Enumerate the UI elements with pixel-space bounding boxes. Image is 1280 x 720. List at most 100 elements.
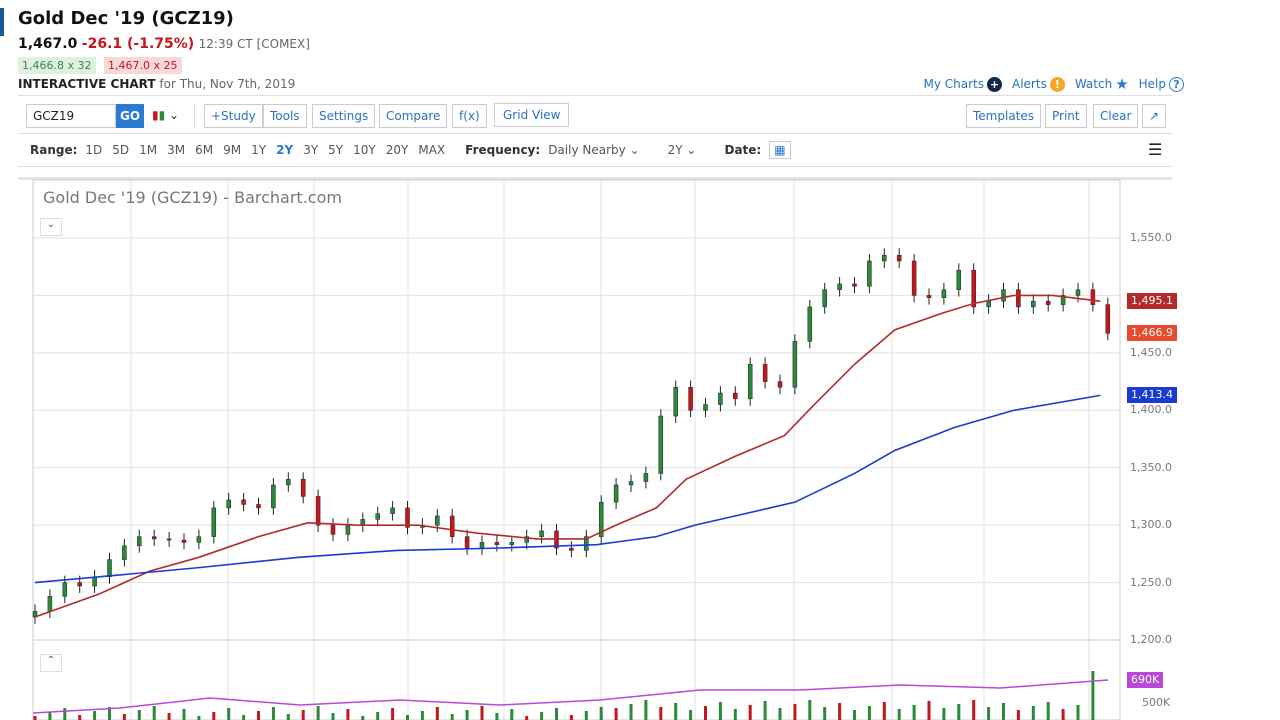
candle: [539, 530, 544, 537]
menu-icon[interactable]: ☰: [1148, 140, 1163, 159]
candle: [688, 387, 693, 411]
range-3y[interactable]: 3Y: [303, 143, 319, 157]
volume-bar: [435, 707, 439, 720]
range-9m[interactable]: 9M: [223, 143, 242, 157]
collapse-chevron-icon[interactable]: ⌄: [40, 218, 62, 236]
candle: [956, 269, 962, 290]
volume-bar: [93, 711, 97, 720]
candle: [1105, 304, 1111, 334]
volume-bar: [1061, 709, 1065, 720]
volume-bar: [271, 707, 275, 720]
volume-bar: [376, 712, 380, 720]
candle: [509, 542, 515, 545]
ma-50-line: [34, 294, 1101, 618]
candle: [598, 501, 604, 537]
accent-bar: [0, 8, 4, 36]
range-5d[interactable]: 5D: [112, 143, 130, 157]
volume-bar: [346, 709, 350, 720]
frequency-dropdown[interactable]: Daily Nearby ⌄: [548, 143, 639, 157]
help-link[interactable]: Help?: [1139, 76, 1184, 92]
range-6m[interactable]: 6M: [195, 143, 214, 157]
volume-bar: [361, 716, 365, 720]
candle: [658, 415, 664, 474]
volume-bar: [882, 702, 886, 720]
clear-button[interactable]: Clear: [1093, 104, 1139, 128]
star-icon: ★: [1115, 75, 1129, 93]
price-change: -26.1 (-1.75%): [81, 36, 195, 52]
calendar-icon[interactable]: ▦: [769, 141, 791, 159]
fx-button[interactable]: f(x): [452, 104, 487, 128]
volume-bar: [63, 708, 67, 720]
period-dropdown[interactable]: 2Y ⌄: [668, 143, 697, 157]
volume-bar: [942, 708, 946, 720]
my-charts-link[interactable]: My Charts +: [924, 76, 1002, 92]
symbol-input[interactable]: GCZ19: [26, 104, 116, 128]
volume-bar: [406, 715, 409, 720]
date-label: Date:: [724, 143, 762, 157]
volume-bar: [286, 714, 290, 720]
volume-bar: [182, 709, 186, 720]
volume-bar: [420, 711, 424, 720]
plus-icon: +: [987, 76, 1002, 92]
candle: [77, 582, 82, 587]
candle: [464, 536, 470, 549]
study-button[interactable]: +Study: [204, 104, 263, 128]
range-3m[interactable]: 3M: [167, 143, 186, 157]
range-10y[interactable]: 10Y: [353, 143, 376, 157]
last-price: 1,467.0: [18, 36, 78, 52]
expand-button[interactable]: ↗: [1142, 104, 1167, 128]
range-1y[interactable]: 1Y: [251, 143, 267, 157]
volume-bar: [599, 707, 603, 720]
watch-link[interactable]: Watch ★: [1075, 75, 1129, 93]
templates-button[interactable]: Templates: [966, 104, 1042, 128]
candle: [747, 364, 753, 400]
compare-button[interactable]: Compare: [379, 104, 448, 128]
volume-bar: [152, 706, 156, 720]
range-max[interactable]: MAX: [418, 143, 446, 157]
candle: [330, 524, 336, 535]
candle: [211, 507, 217, 537]
volume-bar: [242, 715, 246, 720]
range-1d[interactable]: 1D: [85, 143, 103, 157]
price-tag-ma-blue: 1,413.4: [1127, 386, 1177, 403]
grid-view-button[interactable]: Grid View: [494, 103, 570, 127]
candle: [1031, 300, 1036, 308]
volume-bar: [629, 704, 633, 720]
tools-button[interactable]: Tools: [263, 104, 307, 128]
volume-bar: [227, 708, 231, 720]
candle: [986, 300, 991, 308]
volume-bar: [450, 714, 454, 720]
candle: [703, 404, 708, 411]
volume-bar: [78, 715, 82, 720]
chart-type-dropdown[interactable]: ▮▮ ⌄: [152, 108, 180, 122]
frequency-label: Frequency:: [465, 143, 541, 157]
range-5y[interactable]: 5Y: [328, 143, 344, 157]
expand-chevron-icon[interactable]: ⌃: [40, 654, 62, 672]
y-tick-label: 1,250.0: [1130, 575, 1172, 589]
candle: [837, 283, 842, 290]
top-links: My Charts + Alerts! Watch ★ Help?: [924, 75, 1184, 93]
volume-bar: [674, 703, 678, 720]
volume-bar: [510, 709, 514, 720]
candle: [107, 559, 112, 578]
go-button[interactable]: GO: [116, 104, 144, 128]
range-2y[interactable]: 2Y: [276, 143, 294, 157]
volume-bar: [540, 712, 544, 720]
settings-button[interactable]: Settings: [312, 104, 376, 128]
chevron-down-icon: ⌄: [686, 143, 697, 157]
volume-bar: [659, 707, 663, 720]
candle: [941, 289, 947, 298]
range-20y[interactable]: 20Y: [385, 143, 409, 157]
volume-bar: [465, 710, 469, 720]
candle: [762, 364, 768, 382]
candle: [360, 519, 366, 526]
divider: [194, 104, 195, 128]
range-1m[interactable]: 1M: [139, 143, 158, 157]
volume-bar: [838, 703, 842, 720]
y-tick-label: 1,200.0: [1130, 633, 1172, 646]
print-button[interactable]: Print: [1045, 104, 1087, 128]
question-icon: ?: [1169, 76, 1184, 92]
volume-ma-line: [32, 679, 1109, 714]
alerts-link[interactable]: Alerts!: [1012, 76, 1065, 92]
